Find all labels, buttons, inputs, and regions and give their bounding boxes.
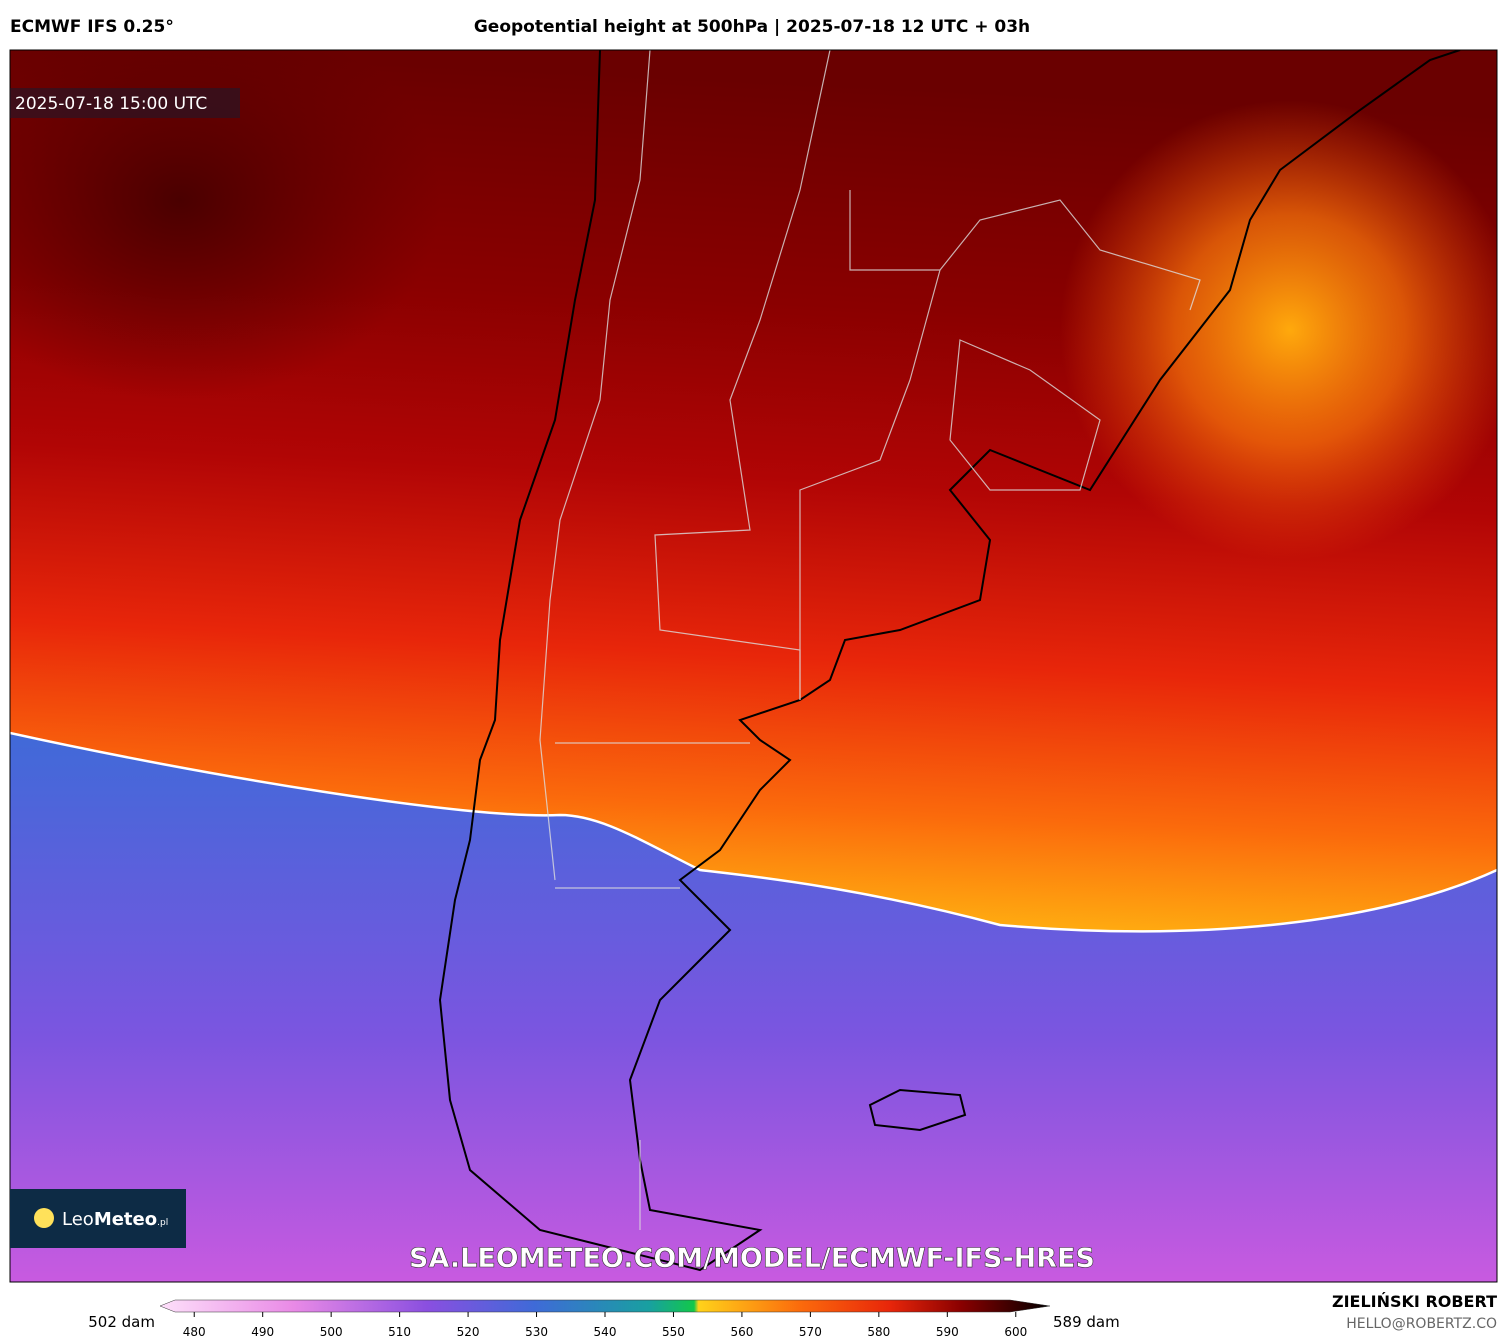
- contact: HELLO@ROBERTZ.CO: [1346, 1316, 1497, 1332]
- colorbar-tick-label: 520: [457, 1325, 480, 1339]
- map-title: Geopotential height at 500hPa | 2025-07-…: [474, 17, 1030, 37]
- colorbar-bar: [159, 1299, 1051, 1313]
- colorbar-tick-label: 500: [320, 1325, 343, 1339]
- colorbar-tick-label: 480: [183, 1325, 206, 1339]
- borders: [539, 50, 1201, 1230]
- contour-552: [10, 731, 1497, 933]
- watermark: SA.LEOMETEO.COM/MODEL/ECMWF-IFS-HRES: [409, 1243, 1095, 1274]
- valid-time: 2025-07-18 15:00 UTC: [15, 94, 207, 114]
- map: [10, 50, 1497, 1282]
- colorbar-tick-label: 510: [388, 1325, 411, 1339]
- colorbar-min-label: 502 dam: [88, 1313, 155, 1331]
- logo-sun: [34, 1208, 54, 1228]
- colorbar-max-label: 589 dam: [1053, 1313, 1120, 1331]
- colorbar-tick-label: 590: [936, 1325, 959, 1339]
- colorbar-tick-label: 540: [594, 1325, 617, 1339]
- coastline: [438, 50, 1461, 1272]
- logo-bold: Meteo: [94, 1209, 157, 1230]
- high-center: [1060, 100, 1497, 560]
- model-label: ECMWF IFS 0.25°: [10, 17, 174, 37]
- logo-text: LeoMeteo.pl: [62, 1209, 168, 1230]
- colorbar-tick-label: 600: [1004, 1325, 1027, 1339]
- colorbar-tick-label: 490: [251, 1325, 274, 1339]
- logo: LeoMeteo.pl: [10, 1189, 186, 1248]
- colorbar-tick-label: 530: [525, 1325, 548, 1339]
- map-frame: [9, 49, 1498, 1283]
- colorbar-tick-label: 560: [730, 1325, 753, 1339]
- logo-suffix: .pl: [157, 1218, 168, 1228]
- dark-region: [10, 50, 440, 400]
- author: ZIELIŃSKI ROBERT: [1332, 1292, 1497, 1311]
- colorbar-tick-label: 580: [867, 1325, 890, 1339]
- colorbar: 502 dam 589 dam 480 490 500 510 520 530 540 550…: [88, 1299, 1120, 1339]
- falkland-islands: [868, 1088, 967, 1132]
- logo-light: Leo: [62, 1209, 94, 1230]
- colorbar-tick-label: 570: [799, 1325, 822, 1339]
- time-box: [10, 88, 240, 118]
- colorbar-tick-label: 550: [662, 1325, 685, 1339]
